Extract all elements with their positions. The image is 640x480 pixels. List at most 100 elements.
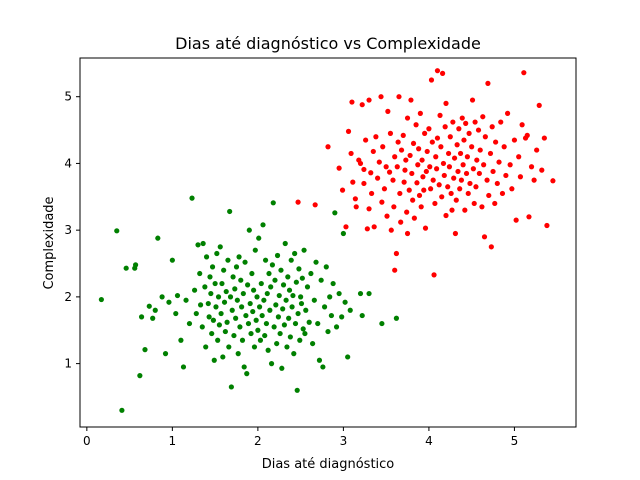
scatter-point <box>536 102 542 108</box>
scatter-point <box>295 199 301 205</box>
scatter-point <box>219 280 225 287</box>
scatter-point <box>440 160 447 167</box>
scatter-point <box>448 190 454 197</box>
scatter-point <box>303 307 309 313</box>
scatter-point <box>359 102 365 108</box>
scatter-point <box>415 162 421 168</box>
scatter-point <box>379 199 385 205</box>
scatter-point <box>203 344 209 350</box>
scatter-point <box>269 262 276 268</box>
scatter-point <box>426 126 432 132</box>
scatter-point <box>369 190 375 197</box>
scatter-point <box>437 112 443 118</box>
y-tick-label: 2 <box>64 290 72 304</box>
scatter-point <box>298 300 305 307</box>
scatter-point <box>479 204 485 210</box>
scatter-point <box>237 324 243 330</box>
scatter-point <box>447 134 453 140</box>
scatter-point <box>418 204 424 210</box>
scatter-point <box>501 144 507 150</box>
y-tick-label: 3 <box>64 223 72 237</box>
scatter-point <box>283 297 289 303</box>
scatter-point <box>482 134 488 140</box>
scatter-point <box>240 290 246 297</box>
scatter-point <box>295 310 301 317</box>
scatter-point <box>521 70 527 76</box>
scatter-point <box>223 288 229 295</box>
scatter-point <box>353 204 359 210</box>
scatter-point <box>429 139 435 145</box>
scatter-point <box>550 178 556 184</box>
scatter-point <box>443 100 449 106</box>
scatter-point <box>464 154 470 160</box>
scatter-point <box>433 154 439 160</box>
scatter-point <box>368 170 374 176</box>
scatter-point <box>296 266 302 272</box>
scatter-point <box>203 254 210 260</box>
scatter-point <box>241 364 247 370</box>
scatter-point <box>422 130 428 136</box>
scatter-point <box>465 190 471 197</box>
scatter-point <box>114 228 120 234</box>
scatter-point <box>119 407 125 413</box>
scatter-point <box>234 297 240 303</box>
scatter-point <box>348 150 354 157</box>
scatter-point <box>457 186 463 192</box>
scatter-point <box>423 168 429 175</box>
scatter-point <box>281 322 287 328</box>
scatter-point <box>208 290 214 297</box>
scatter-point <box>137 373 143 379</box>
scatter-point <box>327 294 333 300</box>
scatter-point <box>347 307 353 313</box>
scatter-point <box>441 172 447 179</box>
scatter-point <box>381 186 388 192</box>
scatter-point <box>493 139 499 145</box>
scatter-point <box>264 290 270 297</box>
scatter-point <box>398 219 404 225</box>
scatter-point <box>526 214 532 220</box>
scatter-point <box>387 130 394 136</box>
scatter-point <box>312 202 318 208</box>
scatter-point <box>248 330 254 337</box>
scatter-point <box>159 294 165 300</box>
scatter-point <box>439 70 446 76</box>
scatter-point <box>273 302 279 308</box>
scatter-point <box>446 164 453 170</box>
scatter-point <box>288 257 294 263</box>
scatter-point <box>452 230 459 237</box>
scatter-point <box>366 206 372 212</box>
scatter-point <box>263 320 270 327</box>
scatter-point <box>445 150 452 157</box>
scatter-point <box>217 244 223 250</box>
scatter-point <box>383 164 389 170</box>
scatter-point <box>475 127 482 133</box>
scatter-point <box>454 142 460 148</box>
y-axis: 1 2 3 4 5 <box>64 90 80 371</box>
scatter-point <box>404 209 410 215</box>
scatter-point <box>345 128 352 134</box>
scatter-point <box>436 182 442 188</box>
scatter-point <box>339 187 346 193</box>
scatter-point <box>306 319 312 325</box>
scatter-point <box>250 308 256 315</box>
scatter-point <box>330 280 336 287</box>
scatter-point <box>289 304 295 310</box>
x-tick-label: 2 <box>254 434 262 448</box>
scatter-point <box>302 330 308 337</box>
scatter-point <box>155 235 161 241</box>
scatter-point <box>178 337 184 343</box>
scatter-point <box>503 172 509 179</box>
scatter-point <box>379 320 385 327</box>
scatter-point <box>214 250 220 257</box>
scatter-point <box>392 267 398 273</box>
scatter-point <box>430 177 436 183</box>
scatter-point <box>370 148 376 155</box>
scatter-point <box>221 267 227 273</box>
scatter-point <box>492 200 498 207</box>
scatter-point <box>299 275 305 281</box>
scatter-point <box>455 168 461 175</box>
scatter-point <box>342 299 348 305</box>
scatter-point <box>463 170 470 177</box>
scatter-point <box>222 328 228 335</box>
scatter-point <box>434 68 441 74</box>
